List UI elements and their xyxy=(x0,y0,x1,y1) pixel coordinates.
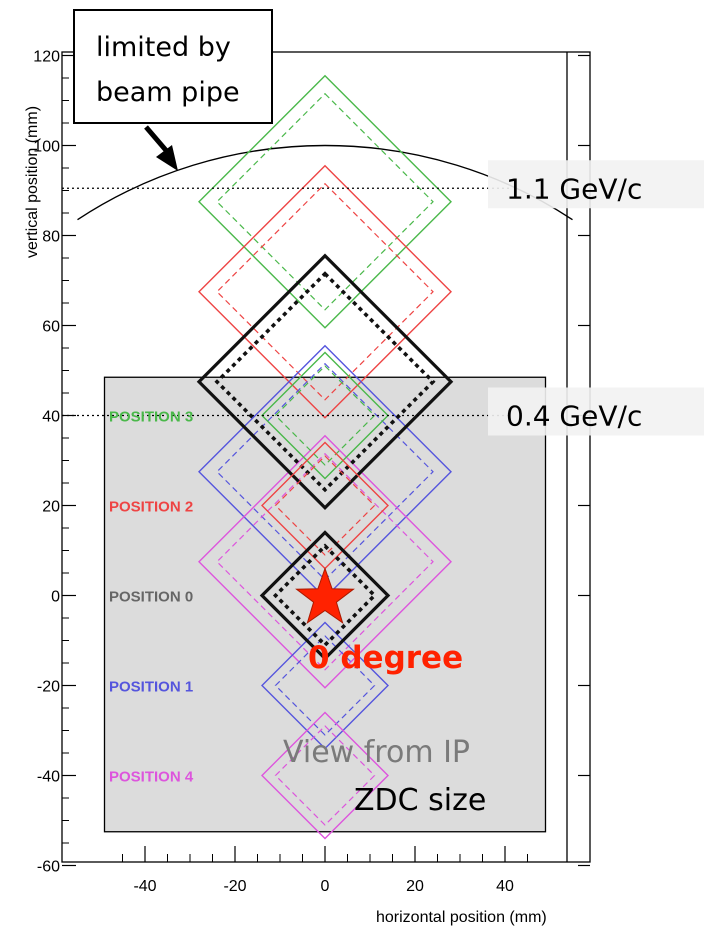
small-detector-outer xyxy=(259,530,391,661)
x-axis-title: horizontal position (mm) xyxy=(376,909,547,926)
small-detector-outer xyxy=(261,351,389,480)
y-tick-label: 80 xyxy=(42,229,60,246)
large-detector-inner xyxy=(216,182,434,401)
axis-ticks: 120 100 80 60 40 20 0 -20 -40 -60 -40 -20 0 20 40 xyxy=(33,49,590,895)
large-detector-outer xyxy=(198,74,452,329)
y-tick-label: 0 xyxy=(51,589,60,606)
small-detector-inner xyxy=(274,455,376,556)
small-detector-outer xyxy=(261,711,389,840)
position-label: POSITION 0 xyxy=(109,589,193,606)
y-axis-title: vertical position (mm) xyxy=(24,106,41,258)
y-tick-label: 20 xyxy=(42,499,60,516)
momentum-label: 1.1 GeV/c xyxy=(506,172,642,205)
x-tick-label: 0 xyxy=(321,878,330,895)
large-detector-outer xyxy=(198,164,452,419)
beam-spot-star-icon xyxy=(295,566,355,625)
momentum-lines: 1.1 GeV/c 0.4 GeV/c xyxy=(62,160,704,436)
y-tick-label: 40 xyxy=(42,409,60,426)
small-detector-inner xyxy=(274,365,376,466)
x-tick-label: -40 xyxy=(133,878,156,895)
y-tick-label: 120 xyxy=(33,49,60,66)
momentum-label-bg xyxy=(488,160,704,209)
position-label: POSITION 4 xyxy=(109,769,194,786)
zdc-size-caption: ZDC size xyxy=(354,783,486,818)
x-tick-label: 40 xyxy=(496,878,514,895)
position-label: POSITION 2 xyxy=(109,499,193,516)
y-tick-label: -20 xyxy=(37,679,60,696)
y-tick-label: -40 xyxy=(37,769,60,786)
small-detector-inner xyxy=(272,543,378,648)
position-label: POSITION 1 xyxy=(109,679,193,696)
momentum-label: 0.4 GeV/c xyxy=(506,400,642,433)
callout-box xyxy=(73,9,273,124)
callout-line-1: limited by xyxy=(96,32,231,63)
large-detector-outer xyxy=(196,253,454,511)
y-tick-label: -60 xyxy=(37,859,60,876)
small-detector-outer xyxy=(261,621,389,750)
view-from-ip-label: View from IP xyxy=(283,735,470,770)
large-detector-outer xyxy=(198,434,452,689)
zero-degree-label: 0 degree xyxy=(308,640,463,676)
y-tick-label: 100 xyxy=(33,139,60,156)
large-detector-inner xyxy=(214,271,436,493)
callout-line-2: beam pipe xyxy=(96,77,240,108)
callout-arrow-head xyxy=(156,145,178,171)
position-labels: POSITION 3 POSITION 2 POSITION 0 POSITION 1… xyxy=(109,409,194,786)
x-tick-label: -20 xyxy=(223,878,246,895)
large-detector-inner xyxy=(216,452,434,671)
callout: limited by beam pipe xyxy=(73,9,273,171)
small-detector-inner xyxy=(274,725,376,826)
large-detector-inner xyxy=(216,92,434,311)
y-tick-label: 60 xyxy=(42,319,60,336)
momentum-label-bg xyxy=(488,387,704,436)
position-label: POSITION 3 xyxy=(109,409,193,426)
x-tick-label: 20 xyxy=(406,878,424,895)
small-detector-inner xyxy=(274,635,376,736)
